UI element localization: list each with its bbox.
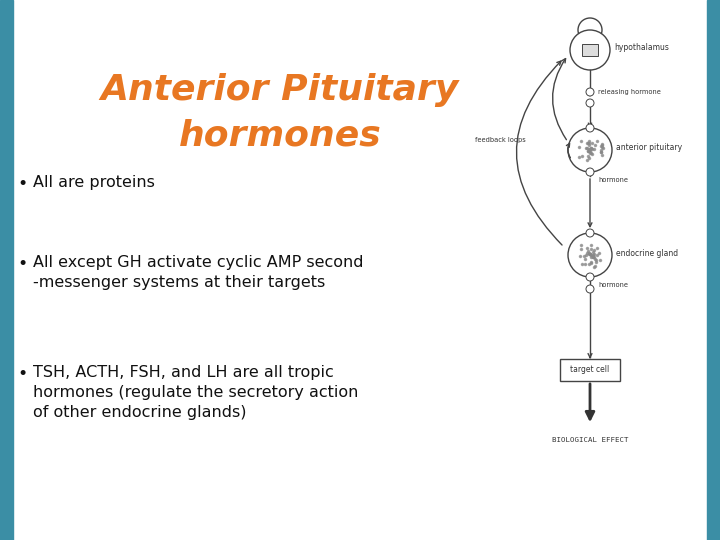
Circle shape xyxy=(568,128,612,172)
Text: hormone: hormone xyxy=(598,177,628,183)
Circle shape xyxy=(586,285,594,293)
Circle shape xyxy=(586,229,594,237)
Text: •: • xyxy=(18,255,28,273)
Circle shape xyxy=(586,168,594,176)
Text: Anterior Pituitary: Anterior Pituitary xyxy=(101,73,459,107)
Text: target cell: target cell xyxy=(570,366,610,375)
Text: hormones: hormones xyxy=(179,118,382,152)
Text: •: • xyxy=(18,365,28,383)
Text: All are proteins: All are proteins xyxy=(33,175,155,190)
FancyBboxPatch shape xyxy=(560,359,620,381)
Text: •: • xyxy=(18,175,28,193)
Circle shape xyxy=(586,99,594,107)
Text: anterior pituitary: anterior pituitary xyxy=(616,144,682,152)
Text: All except GH activate cyclic AMP second
-messenger systems at their targets: All except GH activate cyclic AMP second… xyxy=(33,255,364,290)
Circle shape xyxy=(586,273,594,281)
Bar xyxy=(0,0,13,540)
Bar xyxy=(707,0,720,540)
Circle shape xyxy=(570,30,610,70)
Circle shape xyxy=(578,18,602,42)
Circle shape xyxy=(568,233,612,277)
Circle shape xyxy=(586,124,594,132)
Text: endocrine gland: endocrine gland xyxy=(616,248,678,258)
Circle shape xyxy=(586,88,594,96)
Text: feedback loops: feedback loops xyxy=(475,137,526,143)
Text: BIOLOGICAL EFFECT: BIOLOGICAL EFFECT xyxy=(552,437,629,443)
FancyBboxPatch shape xyxy=(582,44,598,56)
Text: releasing hormone: releasing hormone xyxy=(598,89,661,95)
Text: TSH, ACTH, FSH, and LH are all tropic
hormones (regulate the secretory action
of: TSH, ACTH, FSH, and LH are all tropic ho… xyxy=(33,365,359,420)
Text: hypothalamus: hypothalamus xyxy=(614,44,669,52)
FancyArrowPatch shape xyxy=(588,91,592,96)
Text: hormone: hormone xyxy=(598,282,628,288)
